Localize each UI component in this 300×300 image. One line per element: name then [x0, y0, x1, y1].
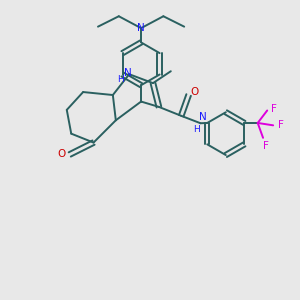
Text: N: N — [124, 68, 132, 78]
Text: O: O — [57, 149, 66, 160]
Text: H: H — [117, 75, 124, 84]
Text: F: F — [278, 120, 284, 130]
Text: O: O — [190, 87, 199, 97]
Text: H: H — [194, 125, 200, 134]
Text: N: N — [199, 112, 207, 122]
Text: F: F — [271, 104, 277, 114]
Text: F: F — [263, 141, 269, 151]
Text: N: N — [137, 23, 145, 33]
